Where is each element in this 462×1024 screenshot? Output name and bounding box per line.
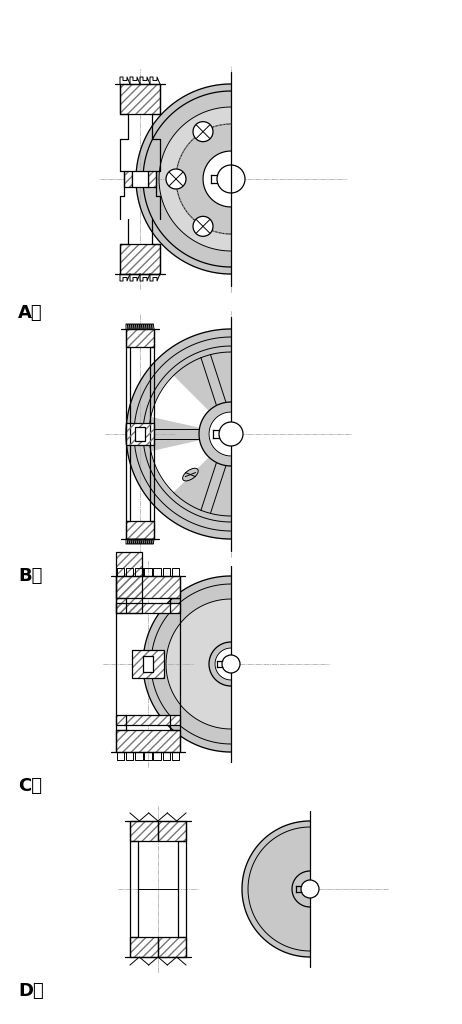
Bar xyxy=(158,937,186,957)
Bar xyxy=(158,821,186,841)
Bar xyxy=(124,171,132,187)
Polygon shape xyxy=(292,871,310,907)
Circle shape xyxy=(222,655,240,673)
Bar xyxy=(116,715,180,725)
Bar xyxy=(116,603,180,613)
Bar xyxy=(116,603,180,613)
Bar xyxy=(130,821,158,841)
Bar xyxy=(130,821,158,841)
Bar xyxy=(135,427,145,441)
Bar xyxy=(116,575,180,598)
Bar xyxy=(116,603,180,613)
Polygon shape xyxy=(242,821,310,957)
Polygon shape xyxy=(143,575,231,752)
Polygon shape xyxy=(176,124,231,234)
Polygon shape xyxy=(151,441,208,492)
Circle shape xyxy=(301,880,319,898)
Bar xyxy=(132,171,148,187)
Bar xyxy=(126,423,154,445)
Bar xyxy=(116,575,180,598)
Bar xyxy=(130,937,158,957)
Bar xyxy=(130,937,158,957)
Bar xyxy=(126,521,154,539)
Polygon shape xyxy=(203,151,231,207)
Polygon shape xyxy=(215,648,231,680)
Bar xyxy=(116,575,180,598)
Bar xyxy=(132,650,164,678)
Text: B、: B、 xyxy=(18,567,43,585)
Polygon shape xyxy=(151,376,208,427)
Bar xyxy=(158,821,186,841)
Circle shape xyxy=(217,165,245,193)
Bar xyxy=(116,715,180,725)
Bar xyxy=(126,329,154,347)
Bar xyxy=(120,84,160,114)
Bar xyxy=(116,552,142,613)
Bar xyxy=(120,244,160,274)
Circle shape xyxy=(219,422,243,446)
Bar xyxy=(126,423,154,445)
Circle shape xyxy=(166,169,186,189)
Bar xyxy=(148,171,156,187)
Bar xyxy=(130,937,158,957)
Bar xyxy=(148,171,156,187)
Bar xyxy=(148,171,156,187)
Ellipse shape xyxy=(182,468,198,481)
Bar xyxy=(158,937,186,957)
Bar xyxy=(132,650,164,678)
Polygon shape xyxy=(166,599,231,729)
Bar xyxy=(158,937,186,957)
Bar xyxy=(130,821,158,841)
Bar xyxy=(116,715,180,725)
Text: A、: A、 xyxy=(18,304,43,322)
Text: D、: D、 xyxy=(18,982,44,1000)
Polygon shape xyxy=(209,412,231,456)
Bar xyxy=(120,244,160,274)
Bar xyxy=(158,821,186,841)
Bar xyxy=(143,656,153,672)
Bar xyxy=(126,329,154,347)
Polygon shape xyxy=(209,642,231,686)
Polygon shape xyxy=(199,402,231,466)
Polygon shape xyxy=(126,329,231,539)
Bar xyxy=(116,730,180,752)
Polygon shape xyxy=(136,84,231,274)
Circle shape xyxy=(193,216,213,237)
Bar xyxy=(126,423,154,445)
Bar xyxy=(120,244,160,274)
Bar xyxy=(116,730,180,752)
Bar xyxy=(132,650,164,678)
Bar xyxy=(126,521,154,539)
Circle shape xyxy=(193,122,213,141)
Polygon shape xyxy=(159,106,231,251)
Bar xyxy=(124,171,132,187)
Bar xyxy=(116,730,180,752)
Bar xyxy=(126,521,154,539)
Bar xyxy=(116,552,142,613)
Bar xyxy=(126,329,154,347)
Bar xyxy=(124,171,132,187)
Bar xyxy=(116,552,142,613)
Bar xyxy=(120,84,160,114)
Text: C、: C、 xyxy=(18,777,42,795)
Bar xyxy=(120,84,160,114)
